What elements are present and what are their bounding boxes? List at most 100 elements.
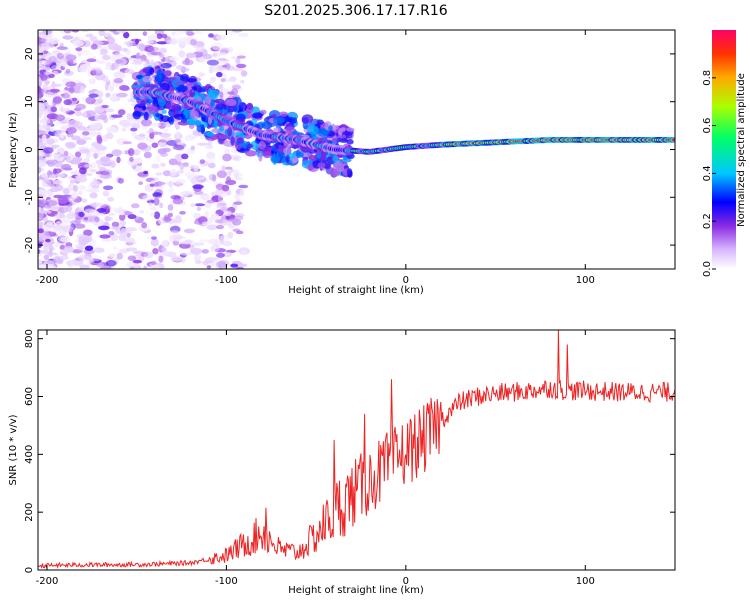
spectrogram-noise-blob (156, 155, 161, 162)
spectrogram-noise-blob (175, 38, 186, 45)
spectrogram-noise-blob (90, 261, 99, 266)
spectrogram-band-blob (346, 139, 354, 145)
spectrogram-noise-blob (199, 159, 206, 165)
spectrogram-noise-blob (45, 238, 51, 243)
spectrogram-noise-blob (107, 216, 114, 221)
spectrogram-noise-blob (38, 102, 44, 109)
spectrogram-noise-blob (38, 162, 44, 168)
spectrogram-noise-blob (238, 184, 249, 189)
spectrogram-noise-blob (49, 229, 61, 233)
spectrogram-noise-blob (163, 217, 172, 222)
spectrogram-noise-blob (170, 256, 183, 262)
spectrogram-noise-blob (233, 201, 243, 205)
spectrogram-noise-blob (198, 239, 209, 243)
spectrogram-noise-blob (238, 32, 250, 38)
spectrogram-noise-blob (75, 151, 82, 158)
spectrogram-band-blob (307, 162, 314, 171)
spectrogram-y-ticks: -20 -10 0 10 20 (24, 48, 675, 253)
spectrogram-band-blob (347, 168, 353, 177)
spectrogram-noise-blob (102, 190, 110, 197)
spectrogram-noise-blob (147, 46, 160, 52)
spectrogram-noise-blob (116, 30, 128, 33)
y-tick-label: 0 (24, 567, 35, 573)
spectrogram-band-blob (155, 113, 160, 118)
spectrogram-noise-blob (186, 134, 199, 139)
spectrogram-noise-blob (229, 154, 241, 161)
spectrogram-noise-blob (88, 93, 99, 98)
spectrogram-noise-blob (94, 216, 100, 223)
spectrogram-noise-blob (100, 156, 110, 162)
spectrogram-band-blob (261, 121, 273, 130)
spectrogram-noise-blob (90, 43, 98, 50)
spectrogram-noise-blob (192, 184, 204, 190)
spectrogram-noise-blob (48, 73, 55, 79)
spectrogram-noise-blob (198, 58, 206, 63)
spectrogram-noise-blob (38, 123, 41, 127)
spectrogram-noise-blob (38, 151, 44, 159)
spectrogram-noise-blob (73, 184, 78, 193)
spectrogram-noise-blob (160, 137, 173, 141)
spectrogram-noise-blob (55, 121, 62, 126)
spectrogram-noise-blob (81, 131, 90, 136)
spectrogram-noise-blob (65, 68, 71, 74)
spectrogram-noise-blob (48, 205, 60, 211)
spectrogram-noise-blob (216, 34, 227, 41)
spectrogram-noise-blob (43, 254, 50, 261)
spectrogram-noise-blob (43, 260, 55, 267)
spectrogram-noise-blob (167, 204, 174, 211)
spectrogram-noise-blob (86, 188, 94, 193)
spectrogram-noise-blob (143, 251, 154, 259)
spectrogram-noise-blob (224, 79, 232, 83)
spectrogram-noise-blob (223, 251, 233, 258)
spectrogram-noise-blob (172, 198, 184, 205)
spectrogram-noise-blob (40, 124, 46, 131)
spectrogram-noise-blob (196, 207, 201, 211)
spectrogram-band-blob (302, 121, 309, 130)
spectrogram-noise-blob (66, 133, 74, 138)
spectrogram-noise-blob (105, 126, 118, 133)
spectrogram-band-blob (136, 74, 143, 79)
spectrogram-noise-blob (59, 132, 65, 139)
spectrogram-noise-blob (152, 192, 162, 197)
spectrogram-noise-blob (98, 60, 105, 64)
spectrogram-band-blob (252, 112, 263, 119)
colorbar-tick-label: 0.6 (702, 118, 713, 134)
colorbar-tick-label: 0.4 (702, 165, 713, 181)
spectrogram-noise-blob (108, 253, 116, 258)
spectrogram-band-blob (196, 124, 204, 133)
spectrogram-noise-blob (170, 37, 178, 45)
spectrogram-noise-blob (182, 161, 190, 168)
spectrogram-noise-blob (40, 88, 45, 94)
spectrogram-noise-blob (97, 114, 107, 120)
spectrogram-noise-blob (59, 200, 67, 205)
spectrogram-noise-blob (52, 224, 65, 231)
spectrogram-noise-blob (113, 71, 126, 79)
spectrogram-band-blob (186, 117, 195, 125)
spectrogram-noise-blob (234, 215, 244, 221)
spectrogram-noise-blob (43, 147, 54, 154)
spectrogram-noise-blob (121, 231, 128, 238)
spectrogram-noise-blob (117, 177, 124, 184)
colorbar-tick-label: 0.0 (702, 261, 713, 277)
spectrogram-noise-blob (49, 37, 60, 45)
spectrogram-noise-blob (231, 84, 241, 90)
spectrogram-noise-blob (125, 227, 138, 232)
spectrogram-noise-blob (44, 80, 50, 85)
spectrogram-band-blob (148, 105, 159, 115)
spectrogram-noise-blob (205, 145, 214, 149)
spectrogram-noise-blob (122, 141, 132, 145)
snr-x-label: Height of straight line (km) (288, 585, 424, 596)
spectrogram-noise-blob (143, 170, 149, 175)
spectrogram-band-blob (331, 134, 338, 144)
spectrogram-noise-blob (205, 257, 218, 262)
spectrogram-band-blob (273, 143, 279, 150)
spectrogram-ridge-point (672, 138, 675, 142)
spectrogram-noise-blob (76, 139, 87, 145)
y-tick-label: 600 (24, 387, 35, 406)
snr-frame (37, 329, 676, 571)
spectrogram-noise-blob (224, 148, 231, 156)
spectrogram-noise-blob (70, 170, 81, 176)
spectrogram-noise-blob (38, 62, 43, 67)
